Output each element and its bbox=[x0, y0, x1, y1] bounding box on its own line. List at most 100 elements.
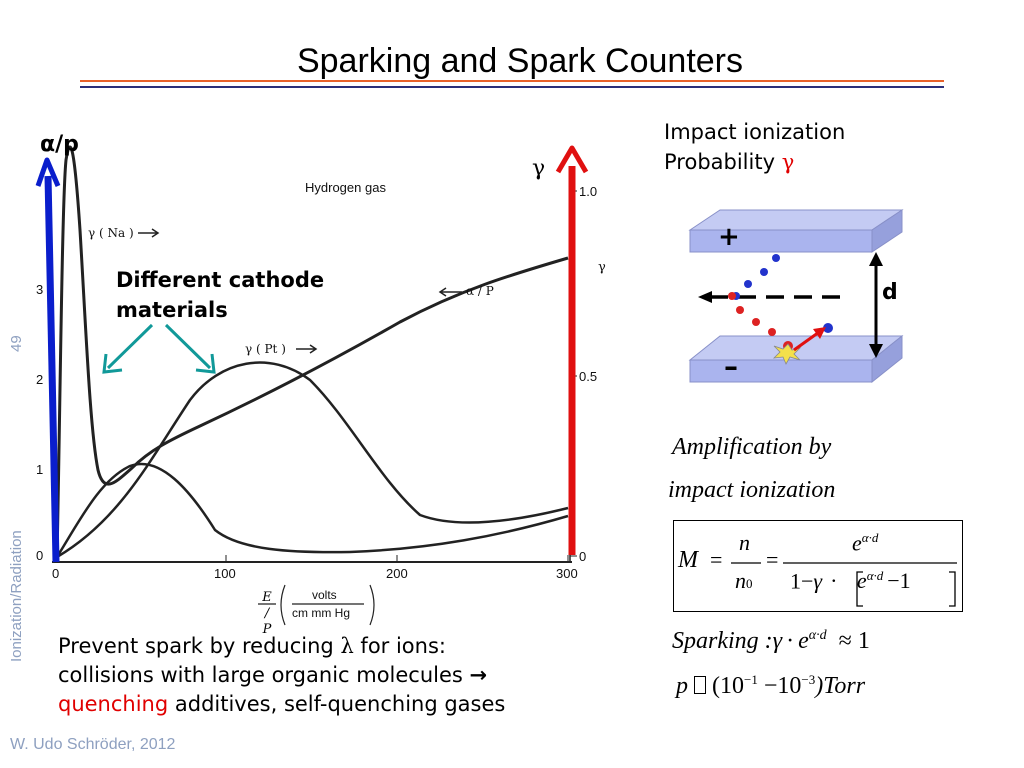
sparking-label: Sparking : bbox=[672, 628, 773, 654]
bottom-plate-side bbox=[871, 334, 903, 384]
impact-heading-prob: Probability bbox=[664, 150, 776, 174]
bottom-line2-text: collisions with large organic molecules bbox=[58, 663, 470, 687]
arrow-alpha-label bbox=[438, 287, 462, 297]
curve-gamma-pt bbox=[56, 361, 569, 559]
bottom-line2: collisions with large organic molecules … bbox=[58, 661, 578, 690]
sparking-sup: α·d bbox=[808, 628, 827, 643]
plus-sign: + bbox=[718, 222, 740, 252]
pressure-p: p bbox=[676, 673, 688, 699]
arrow-na-label bbox=[138, 228, 160, 238]
ltick-label-0: 0 bbox=[36, 548, 44, 563]
ltick-label-1: 1 bbox=[36, 462, 44, 477]
curve-alpha-over-p bbox=[55, 145, 569, 558]
sparking-formula: Sparking :γ · eα·d ≈ 1 bbox=[672, 628, 870, 655]
xlabel-paren-left bbox=[280, 584, 286, 626]
formula-denom-gamma: γ bbox=[813, 568, 823, 594]
formula-denom-dot: · bbox=[830, 568, 838, 594]
ion bbox=[736, 306, 744, 314]
sparking-rhs: ≈ 1 bbox=[838, 628, 870, 654]
formula-denom-e: e bbox=[856, 568, 867, 594]
ltick-label-3: 3 bbox=[36, 282, 44, 297]
teal-arrowhead-right bbox=[195, 353, 216, 374]
bracket-right bbox=[949, 571, 956, 607]
red-arrowhead bbox=[555, 145, 589, 174]
rtick-label-05: 0.5 bbox=[579, 369, 598, 384]
sparking-e: e bbox=[798, 628, 809, 654]
formula-num-exp: eα·d bbox=[852, 530, 878, 556]
impact-heading-gamma: γ bbox=[781, 150, 795, 174]
formula-num-sup: α·d bbox=[861, 530, 879, 545]
teal-arrow-left bbox=[106, 323, 154, 370]
spark-burst bbox=[772, 343, 802, 365]
pressure-formula: p (10−1 −10−3)Torr bbox=[676, 672, 865, 700]
bottom-line1: Prevent spark by reducing λ for ions: bbox=[58, 632, 578, 661]
formula-box bbox=[673, 520, 963, 612]
bottom-arrow: → bbox=[469, 663, 488, 687]
electron bbox=[823, 323, 833, 333]
emission-arrowhead bbox=[813, 327, 826, 339]
dashed-arrowhead bbox=[698, 291, 712, 303]
formula-denominator: 1−γ · eα·d −1 bbox=[790, 568, 911, 594]
pressure-exp1: −1 bbox=[744, 672, 758, 687]
curve-label-na: γ ( Na ) bbox=[88, 226, 134, 240]
slide-title: Sparking and Spark Counters bbox=[296, 42, 744, 80]
xlabel-ep: E / P bbox=[262, 590, 272, 637]
d-arrow-top bbox=[869, 252, 883, 266]
bracket-left bbox=[856, 571, 863, 607]
formula-n: n bbox=[739, 530, 750, 555]
xtick-label-200: 200 bbox=[386, 566, 408, 581]
blue-arrowhead bbox=[35, 157, 61, 187]
formula-eq2: = bbox=[766, 547, 779, 572]
formula-eq1: = bbox=[710, 547, 723, 572]
pressure-box bbox=[694, 676, 706, 694]
formula-denom-minus1: −1 bbox=[887, 568, 911, 594]
bottom-plate-front bbox=[689, 359, 873, 383]
ion bbox=[752, 318, 760, 326]
ltick-label-2: 2 bbox=[36, 372, 44, 387]
xlabel-paren-right bbox=[369, 584, 375, 626]
bottom-lambda: λ bbox=[340, 634, 354, 658]
rtick-label-0: 0 bbox=[579, 549, 587, 564]
bottom-line1-post: for ions: bbox=[353, 634, 446, 658]
electron bbox=[772, 254, 780, 262]
teal-arrowhead-left bbox=[102, 353, 123, 374]
gamma-axis-label: γ bbox=[532, 156, 546, 181]
annotation-cathode: Different cathode materials bbox=[116, 268, 325, 322]
bottom-line3: quenching additives, self-quenching gase… bbox=[58, 690, 578, 719]
footer-author: W. Udo Schröder, 2012 bbox=[10, 736, 176, 753]
curve-label-pt: γ ( Pt ) bbox=[245, 342, 286, 356]
formula-M: M bbox=[678, 547, 698, 573]
sparking-gamma: γ bbox=[772, 628, 783, 654]
formula-n0: n0 bbox=[735, 568, 753, 594]
title-rule-orange bbox=[80, 80, 944, 82]
rtick-label-1: 1.0 bbox=[579, 184, 598, 199]
bottom-text: Prevent spark by reducing λ for ions: co… bbox=[58, 632, 578, 719]
xtick-label-0: 0 bbox=[52, 566, 60, 581]
formula-n0-base: n bbox=[735, 568, 746, 593]
right-axis-gamma: γ bbox=[598, 260, 606, 275]
xlabel-units-num: volts bbox=[312, 588, 337, 602]
xtick-label-100: 100 bbox=[214, 566, 236, 581]
figure-title: Hydrogen gas bbox=[305, 180, 386, 195]
d-arrow-bottom bbox=[869, 344, 883, 358]
ion bbox=[768, 328, 776, 336]
electron bbox=[760, 268, 768, 276]
d-label: d bbox=[882, 280, 898, 305]
sparking-dot: · bbox=[786, 628, 795, 654]
formula-denom-prefix: 1− bbox=[790, 568, 814, 594]
pressure-exp3: −3 bbox=[801, 672, 816, 687]
title-rule-navy bbox=[80, 86, 944, 88]
xtick-label-300: 300 bbox=[556, 566, 578, 581]
amp-line1: Amplification by bbox=[672, 434, 832, 460]
bottom-line3-post: additives, self-quenching gases bbox=[168, 692, 506, 716]
curve-gamma-na bbox=[55, 462, 569, 558]
impact-heading-line1: Impact ionization bbox=[664, 120, 846, 144]
bottom-line1-pre: Prevent spark by reducing bbox=[58, 634, 341, 658]
bottom-quenching: quenching bbox=[58, 692, 169, 716]
pressure-open: (10 bbox=[712, 673, 744, 699]
electron bbox=[744, 280, 752, 288]
ion bbox=[728, 292, 736, 300]
minus-sign: – bbox=[724, 350, 738, 383]
pressure-mid: −10 bbox=[757, 673, 802, 699]
